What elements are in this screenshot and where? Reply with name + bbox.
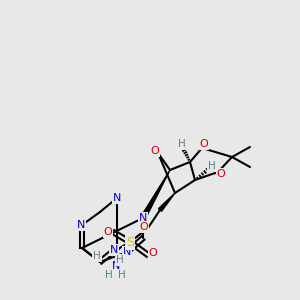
Text: H: H [208,161,216,171]
Text: O: O [140,222,148,232]
Text: H: H [178,139,186,149]
Text: N: N [77,220,85,230]
Text: N: N [123,247,131,257]
Text: N: N [139,213,147,223]
Polygon shape [158,193,175,211]
Text: O: O [200,139,208,149]
Polygon shape [141,170,170,219]
Text: O: O [103,227,112,237]
Text: O: O [217,169,225,179]
Text: H: H [105,270,113,280]
Text: N: N [110,245,118,255]
Text: S: S [126,236,134,248]
Text: N: N [113,193,121,203]
Text: N: N [112,261,120,271]
Text: H: H [116,255,124,265]
Text: O: O [151,146,159,156]
Text: H: H [93,251,101,261]
Text: O: O [148,248,158,258]
Text: H: H [118,270,126,280]
